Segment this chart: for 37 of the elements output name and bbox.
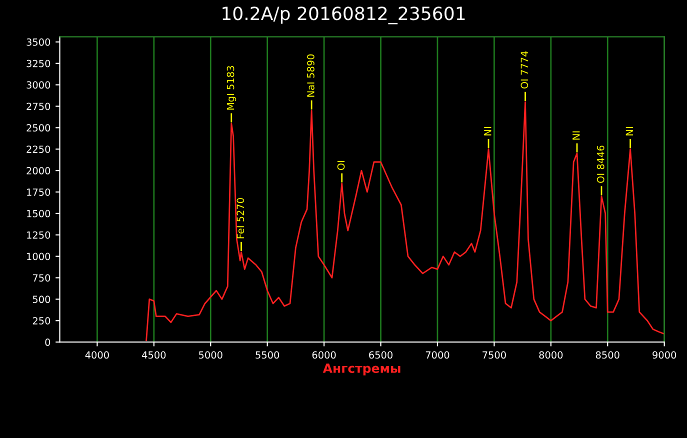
y-tick-label: 2250 [26, 146, 50, 153]
y-tick-label: 2000 [26, 167, 50, 174]
y-tick-label: 500 [32, 296, 50, 304]
y-tick-label: 2500 [26, 124, 50, 132]
x-tick-label: 5500 [256, 351, 280, 359]
x-tick-label: 5000 [199, 351, 222, 359]
y-tick-label: 1250 [27, 231, 50, 239]
y-tick-label: 3250 [26, 60, 50, 68]
x-tick-label: 8500 [596, 351, 620, 359]
annotation: NI [484, 127, 492, 136]
y-tick-label: 1500 [27, 210, 50, 218]
x-tick-label: 6500 [369, 351, 392, 359]
annotation: FeI 5270 [236, 198, 244, 238]
annotation: OI 7774 [520, 51, 528, 89]
x-tick-label: 6000 [312, 351, 336, 359]
y-tick-label: 1750 [27, 188, 50, 196]
y-tick-label: 750 [32, 274, 50, 282]
annotation: NI [626, 127, 633, 136]
x-tick-label: 8000 [539, 351, 563, 359]
y-tick-label: 3500 [26, 38, 50, 46]
y-tick-label: 250 [32, 317, 50, 324]
annotation: NI [572, 131, 580, 140]
chart-title: 10.2A/p 20160812_235601 [222, 6, 465, 24]
annotation: MgI 5183 [226, 66, 236, 110]
annotation: NaI 5890 [307, 54, 314, 97]
y-tick-label: 0 [45, 338, 50, 346]
annotation: OI 8446 [596, 146, 604, 183]
annotation: OI [337, 161, 345, 170]
x-axis-title: Ангстремы [322, 364, 400, 376]
x-tick-label: 7500 [482, 351, 506, 359]
y-tick-label: 1000 [27, 252, 50, 260]
y-tick-label: 3000 [26, 81, 50, 89]
x-tick-label: 7000 [426, 351, 450, 359]
x-tick-label: 4500 [142, 351, 166, 359]
x-tick-label: 9000 [652, 351, 676, 359]
x-tick-label: 4000 [85, 351, 109, 359]
y-tick-label: 2750 [26, 102, 50, 110]
